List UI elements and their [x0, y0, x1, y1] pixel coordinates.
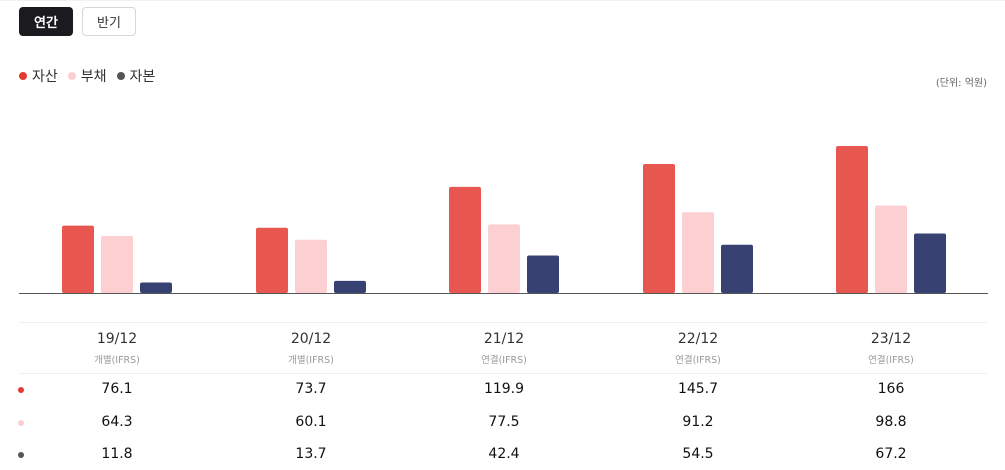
- bar-liability-21-12[interactable]: [488, 224, 520, 293]
- equity-row-dot-icon: [18, 452, 24, 458]
- bar-liability-23-12[interactable]: [875, 205, 907, 293]
- column-basis: 연결(IFRS): [868, 355, 914, 366]
- legend-item-asset[interactable]: 자산: [19, 66, 58, 86]
- column-header-22-12: 22/12 연결(IFRS): [618, 331, 778, 366]
- column-period: 23/12: [870, 331, 912, 347]
- column-basis: 개별(IFRS): [288, 355, 334, 366]
- legend-label-equity: 자본: [129, 69, 156, 85]
- bar-liability-19-12[interactable]: [101, 236, 133, 293]
- tab-semiannual[interactable]: 반기: [82, 7, 136, 36]
- table-cell-equity: 13.7: [295, 446, 327, 462]
- legend-label-asset: 자산: [32, 69, 58, 85]
- table-cell-asset: 145.7: [677, 381, 719, 397]
- table-cell-asset: 166: [877, 381, 905, 397]
- table-cell-equity: 42.4: [488, 446, 520, 462]
- table-cell-equity: 11.8: [101, 446, 133, 462]
- liability-dot-icon: [67, 72, 76, 80]
- liability-row-dot-icon: [18, 420, 24, 426]
- table-cell-asset: 76.1: [101, 381, 133, 397]
- table-header-divider: [19, 373, 987, 374]
- legend-item-liability[interactable]: 부채: [67, 66, 107, 86]
- table-cell-liability: 91.2: [682, 414, 714, 430]
- column-header-20-12: 20/12 개별(IFRS): [231, 331, 391, 366]
- bar-equity-21-12[interactable]: [527, 255, 559, 293]
- legend-label-liability: 부채: [80, 69, 107, 85]
- legend-item-equity[interactable]: 자본: [116, 66, 156, 86]
- table-cell-liability: 60.1: [295, 414, 327, 430]
- unit-label: (단위: 억원): [935, 78, 987, 89]
- column-period: 19/12: [96, 331, 138, 347]
- bar-liability-22-12[interactable]: [682, 212, 714, 293]
- table-cell-equity: 67.2: [875, 446, 907, 462]
- balance-bar-chart: [19, 146, 988, 294]
- bar-asset-20-12[interactable]: [256, 227, 288, 293]
- table-cell-liability: 64.3: [101, 414, 133, 430]
- bar-equity-20-12[interactable]: [334, 280, 366, 293]
- asset-row-dot-icon: [18, 387, 24, 393]
- asset-dot-icon: [19, 72, 27, 80]
- column-period: 22/12: [677, 331, 719, 347]
- column-period: 21/12: [483, 331, 525, 347]
- top-divider: [0, 0, 1005, 1]
- tab-annual[interactable]: 연간: [19, 7, 73, 36]
- bar-asset-21-12[interactable]: [449, 186, 481, 293]
- bar-equity-22-12[interactable]: [721, 244, 753, 293]
- bar-equity-19-12[interactable]: [140, 282, 172, 293]
- column-basis: 연결(IFRS): [675, 355, 721, 366]
- column-period: 20/12: [290, 331, 332, 347]
- bar-asset-19-12[interactable]: [62, 225, 94, 293]
- table-cell-asset: 73.7: [295, 381, 327, 397]
- column-header-19-12: 19/12 개별(IFRS): [37, 331, 197, 366]
- bar-liability-20-12[interactable]: [295, 239, 327, 293]
- table-cell-asset: 119.9: [483, 381, 525, 397]
- column-header-21-12: 21/12 연결(IFRS): [424, 331, 584, 366]
- column-basis: 연결(IFRS): [481, 355, 527, 366]
- chart-legend: 자산 부채 자본: [19, 66, 165, 86]
- table-cell-liability: 77.5: [488, 414, 520, 430]
- table-cell-liability: 98.8: [875, 414, 907, 430]
- table-cell-equity: 54.5: [682, 446, 714, 462]
- bar-asset-23-12[interactable]: [836, 146, 868, 293]
- column-header-23-12: 23/12 연결(IFRS): [811, 331, 971, 366]
- bar-asset-22-12[interactable]: [643, 163, 675, 293]
- equity-dot-icon: [116, 72, 125, 80]
- table-top-divider: [19, 322, 987, 323]
- column-basis: 개별(IFRS): [94, 355, 140, 366]
- bar-equity-23-12[interactable]: [914, 233, 946, 293]
